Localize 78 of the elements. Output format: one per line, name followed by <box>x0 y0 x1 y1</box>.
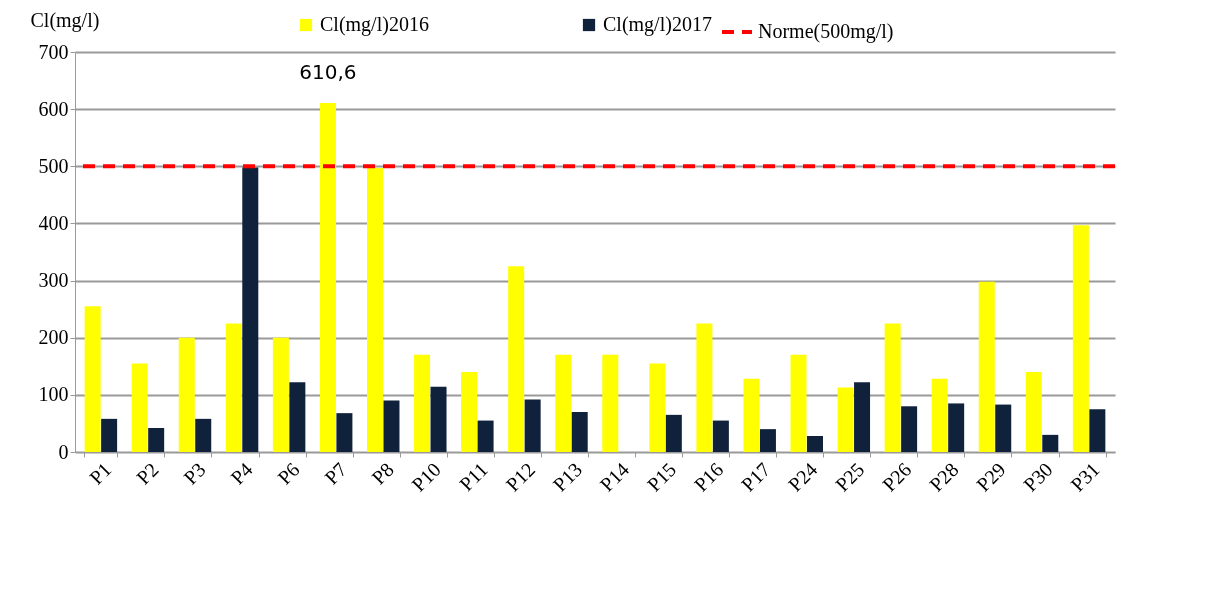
x-tick-label: P26 <box>877 458 916 496</box>
y-tick-label: 100 <box>38 383 69 406</box>
bar <box>289 382 306 452</box>
bar <box>948 403 965 452</box>
bar <box>383 400 400 452</box>
y-tick-label: 300 <box>38 269 69 292</box>
bar <box>461 372 478 452</box>
bar <box>696 323 713 452</box>
x-tick-label: P24 <box>783 458 822 496</box>
x-tick-label: P30 <box>1019 458 1057 496</box>
bar <box>1042 434 1059 452</box>
y-tick-label: 500 <box>38 154 69 177</box>
bar <box>1089 409 1106 452</box>
bar <box>555 354 572 452</box>
bar <box>319 103 336 452</box>
bar <box>430 386 447 452</box>
x-tick-label: P8 <box>367 458 398 489</box>
bar <box>837 387 854 452</box>
x-tick-label: P11 <box>454 458 492 496</box>
x-tick-label: P25 <box>830 458 869 496</box>
bar <box>978 281 995 452</box>
x-tick-label: P13 <box>548 458 587 496</box>
x-tick-label: P31 <box>1066 458 1104 496</box>
bar <box>524 399 541 452</box>
y-axis-title: Cl(mg/l) <box>30 8 100 32</box>
bar <box>854 382 871 452</box>
bar <box>790 354 807 452</box>
legend-label: Norme(500mg/l) <box>758 20 894 43</box>
x-tick-label: P14 <box>595 458 634 496</box>
data-label: 610,6 <box>299 60 357 85</box>
bar <box>1025 372 1042 452</box>
bar <box>602 354 619 452</box>
y-tick-label: 400 <box>38 211 69 234</box>
bar <box>649 363 666 452</box>
bar <box>884 323 901 452</box>
bar <box>901 406 918 452</box>
x-tick-label: P28 <box>925 458 963 496</box>
bar <box>665 414 682 452</box>
bar <box>131 363 148 452</box>
x-tick-label: P15 <box>642 458 681 496</box>
y-tick-label: 700 <box>38 40 69 63</box>
bar <box>336 413 353 452</box>
bar <box>508 266 525 452</box>
y-tick-label: 0 <box>58 440 69 463</box>
x-tick-label: P4 <box>226 458 257 489</box>
bar <box>148 428 165 452</box>
bar <box>931 378 948 452</box>
bar <box>195 418 212 452</box>
x-tick-label: P29 <box>972 458 1010 496</box>
bar <box>414 354 431 452</box>
bar <box>225 323 242 452</box>
x-tick-label: P17 <box>736 458 775 496</box>
bar <box>1072 225 1089 452</box>
x-tick-label: P7 <box>320 458 351 489</box>
x-tick-label: P16 <box>689 458 728 496</box>
bar <box>242 167 259 452</box>
bar <box>367 168 383 452</box>
y-tick-label: 200 <box>38 326 69 349</box>
x-tick-label: P2 <box>132 458 163 489</box>
x-tick-label: P1 <box>85 458 116 489</box>
y-tick-label: 600 <box>38 97 69 120</box>
x-tick-label: P6 <box>273 458 304 489</box>
bar <box>743 378 760 452</box>
bar <box>995 404 1012 452</box>
bar <box>807 436 823 452</box>
x-tick-label: P10 <box>407 458 445 496</box>
bar <box>571 412 588 452</box>
bar <box>272 337 289 452</box>
legend-label: Cl(mg/l)2017 <box>603 13 712 36</box>
x-tick-label: P3 <box>179 458 210 489</box>
legend-label: Cl(mg/l)2016 <box>320 13 429 36</box>
bar <box>477 420 494 452</box>
bar <box>84 306 101 452</box>
bar <box>178 337 195 452</box>
bar <box>759 429 776 452</box>
bar <box>712 420 729 452</box>
x-tick-label: P12 <box>501 458 540 496</box>
bar <box>101 418 118 452</box>
